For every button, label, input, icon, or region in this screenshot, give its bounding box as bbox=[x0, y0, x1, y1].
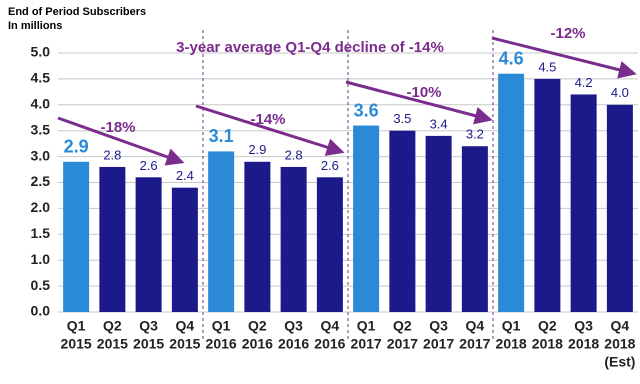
value-label: 2.8 bbox=[103, 147, 121, 162]
y-tick-label: 0.5 bbox=[31, 277, 51, 293]
value-label: 4.2 bbox=[575, 75, 593, 90]
value-label: 4.5 bbox=[538, 59, 556, 74]
y-tick-label: 4.5 bbox=[31, 70, 51, 86]
value-label: 2.6 bbox=[140, 158, 158, 173]
annotation: -18% bbox=[100, 119, 135, 136]
x-tick-label: 2018 bbox=[604, 336, 635, 352]
bar bbox=[63, 161, 90, 312]
x-tick-label: Q3 bbox=[284, 318, 303, 334]
plot-area: 0.0 0.5 1.0 1.5 2.0 2.5 3.0 3.5 4.0 4.5 5.0 Q1 2015 2… bbox=[31, 30, 638, 370]
x-tick-label: (Est) bbox=[604, 354, 635, 370]
bar bbox=[353, 125, 380, 313]
value-label: 2.6 bbox=[321, 158, 339, 173]
x-tick-label: Q4 bbox=[466, 318, 485, 334]
y-tick-label: 0.0 bbox=[31, 303, 51, 319]
x-tick-label: 2015 bbox=[61, 336, 92, 352]
x-tick-label: 2017 bbox=[459, 336, 490, 352]
y-tick-label: 2.0 bbox=[31, 199, 51, 215]
x-tick-label: 2015 bbox=[169, 336, 200, 352]
x-tick-label: 2017 bbox=[351, 336, 382, 352]
bar bbox=[280, 166, 307, 312]
bar bbox=[534, 78, 561, 313]
bar bbox=[606, 104, 633, 312]
bar bbox=[171, 187, 198, 312]
x-tick-label: 2016 bbox=[242, 336, 273, 352]
x-tick-label: 2017 bbox=[423, 336, 454, 352]
value-label: 4.6 bbox=[499, 48, 524, 68]
y-tick-label: 2.5 bbox=[31, 173, 51, 189]
x-tick-label: Q4 bbox=[611, 318, 630, 334]
value-label: 3.2 bbox=[466, 127, 484, 142]
bar bbox=[461, 146, 488, 312]
x-tick-label: Q3 bbox=[139, 318, 158, 334]
x-tick-label: Q2 bbox=[248, 318, 267, 334]
trend-arrow bbox=[195, 104, 345, 156]
x-tick-label: Q4 bbox=[176, 318, 195, 334]
axis-title: In millions bbox=[8, 20, 62, 32]
trend-arrow bbox=[491, 36, 637, 79]
trend-arrow bbox=[57, 116, 185, 166]
value-label: 3.5 bbox=[393, 111, 411, 126]
x-tick-label: Q1 bbox=[67, 318, 86, 334]
value-label: 2.8 bbox=[285, 147, 303, 162]
x-tick-label: 2016 bbox=[314, 336, 345, 352]
y-tick-label: 5.0 bbox=[31, 44, 51, 60]
y-tick-label: 1.0 bbox=[31, 251, 51, 267]
y-tick-label: 1.5 bbox=[31, 225, 51, 241]
x-tick-label: 2018 bbox=[532, 336, 563, 352]
x-tick-label: Q2 bbox=[393, 318, 412, 334]
x-tick-label: 2016 bbox=[206, 336, 237, 352]
value-label: 2.9 bbox=[248, 142, 266, 157]
annotation: 3-year average Q1-Q4 decline of -14% bbox=[176, 39, 444, 56]
value-label: 2.9 bbox=[64, 137, 89, 157]
x-tick-label: 2017 bbox=[387, 336, 418, 352]
bar bbox=[425, 135, 452, 312]
x-tick-label: 2018 bbox=[568, 336, 599, 352]
x-tick-label: Q3 bbox=[429, 318, 448, 334]
bar bbox=[99, 166, 126, 312]
annotations: 3-year average Q1-Q4 decline of -14% -18… bbox=[57, 25, 637, 166]
annotation: -10% bbox=[406, 84, 441, 101]
bar bbox=[316, 177, 343, 312]
x-tick-label: 2016 bbox=[278, 336, 309, 352]
x-tick-label: Q1 bbox=[357, 318, 376, 334]
bar bbox=[208, 151, 235, 312]
x-tick-label: Q2 bbox=[103, 318, 122, 334]
axis-title: End of Period Subscribers bbox=[8, 6, 146, 18]
value-label: 3.1 bbox=[209, 126, 234, 146]
annotation: -14% bbox=[250, 111, 285, 128]
x-tick-label: 2018 bbox=[496, 336, 527, 352]
value-label: 4.0 bbox=[611, 85, 629, 100]
x-tick-label: 2015 bbox=[133, 336, 164, 352]
y-tick-label: 3.0 bbox=[31, 147, 51, 163]
bar bbox=[570, 94, 597, 312]
y-tick-label: 3.5 bbox=[31, 121, 51, 137]
bar bbox=[389, 130, 416, 312]
x-tick-label: Q3 bbox=[574, 318, 593, 334]
value-label: 2.4 bbox=[176, 168, 194, 183]
trend-arrow bbox=[345, 80, 493, 125]
x-tick-label: Q1 bbox=[502, 318, 521, 334]
x-tick-label: Q4 bbox=[321, 318, 340, 334]
bar bbox=[244, 161, 271, 312]
x-tick-label: Q1 bbox=[212, 318, 231, 334]
x-tick-label: Q2 bbox=[538, 318, 557, 334]
bar bbox=[498, 73, 525, 312]
y-tick-label: 4.0 bbox=[31, 96, 51, 112]
value-label: 3.6 bbox=[354, 100, 379, 120]
x-tick-label: 2015 bbox=[97, 336, 128, 352]
annotation: -12% bbox=[550, 25, 585, 42]
bar bbox=[135, 177, 162, 312]
value-label: 3.4 bbox=[430, 116, 448, 131]
